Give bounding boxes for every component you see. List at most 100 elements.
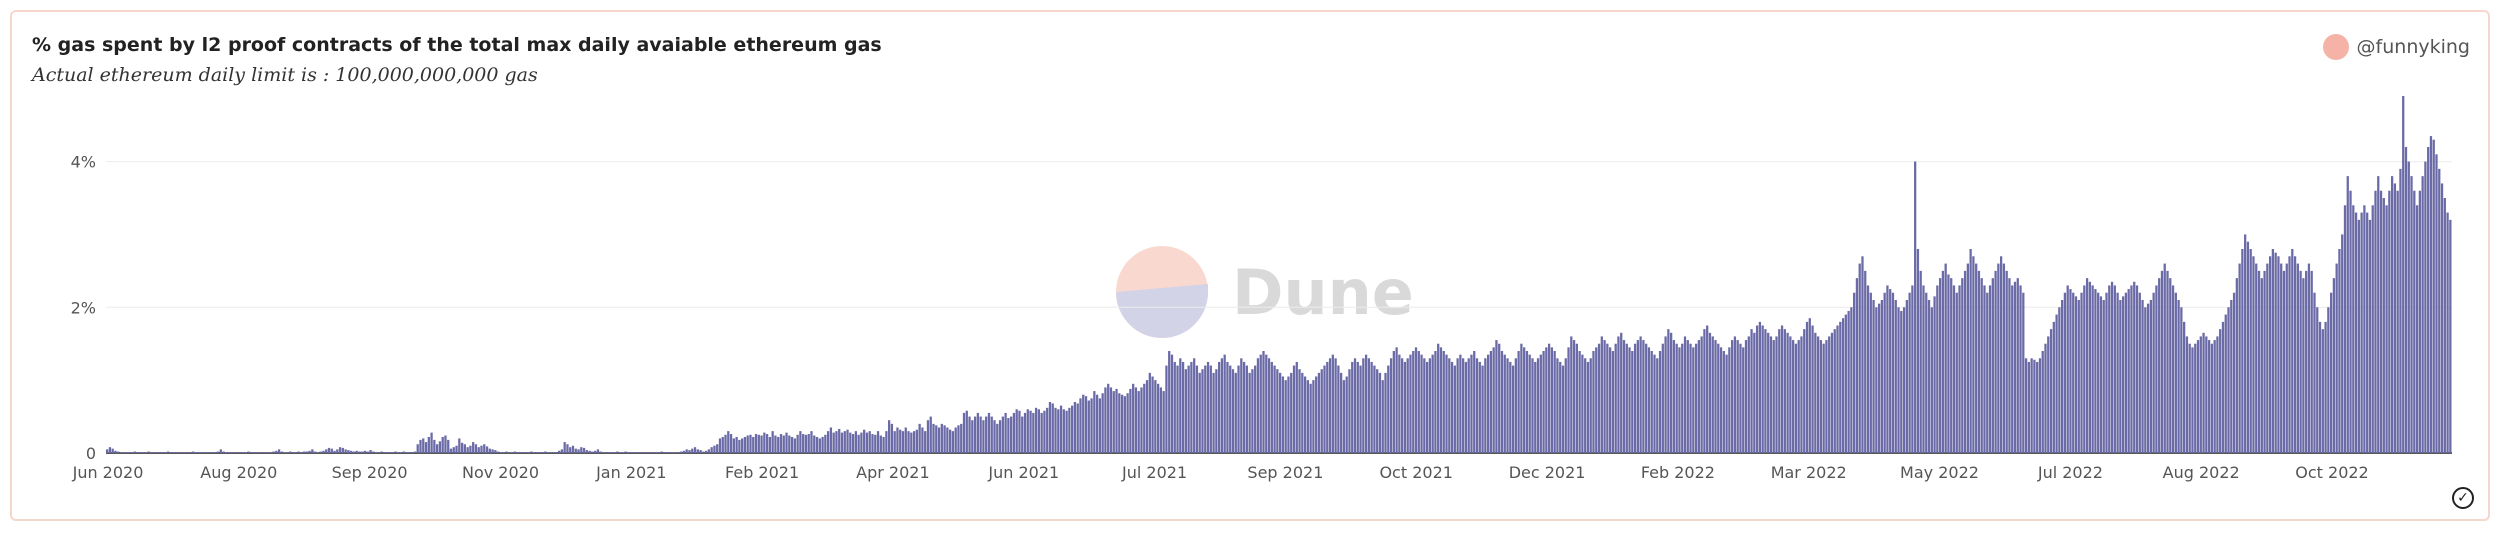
bar[interactable] xyxy=(2205,336,2208,453)
bar[interactable] xyxy=(208,452,211,453)
bar[interactable] xyxy=(2135,285,2139,453)
bar[interactable] xyxy=(1575,343,1578,453)
bar[interactable] xyxy=(2349,190,2352,453)
bar[interactable] xyxy=(1606,343,1609,453)
bar[interactable] xyxy=(1309,383,1312,453)
bar[interactable] xyxy=(2008,278,2011,453)
bar[interactable] xyxy=(1539,354,1542,453)
bar[interactable] xyxy=(1550,347,1554,453)
bar[interactable] xyxy=(305,451,308,453)
bar[interactable] xyxy=(2191,347,2194,453)
bar[interactable] xyxy=(1617,336,1620,453)
bar[interactable] xyxy=(394,451,397,453)
bar[interactable] xyxy=(1398,354,1401,453)
bar[interactable] xyxy=(585,450,589,453)
bar[interactable] xyxy=(178,452,181,453)
bar[interactable] xyxy=(1719,347,1723,453)
bar[interactable] xyxy=(1578,351,1581,453)
bar[interactable] xyxy=(1736,340,1739,453)
bar[interactable] xyxy=(1853,292,1856,453)
bar[interactable] xyxy=(2244,234,2247,453)
bar[interactable] xyxy=(2252,256,2255,453)
bar[interactable] xyxy=(1029,410,1032,453)
bar[interactable] xyxy=(322,450,325,453)
bar[interactable] xyxy=(1453,365,1456,453)
bar[interactable] xyxy=(2185,336,2189,453)
bar[interactable] xyxy=(2113,285,2116,453)
bar[interactable] xyxy=(555,452,558,453)
bar[interactable] xyxy=(569,447,572,453)
bar[interactable] xyxy=(250,452,253,453)
bar[interactable] xyxy=(447,439,450,453)
bar[interactable] xyxy=(1977,270,1981,453)
bar[interactable] xyxy=(716,444,719,453)
bar[interactable] xyxy=(1894,300,1897,453)
bar[interactable] xyxy=(1423,358,1426,453)
bar[interactable] xyxy=(1470,354,1473,453)
bar[interactable] xyxy=(1287,376,1290,454)
bar[interactable] xyxy=(1755,325,1759,454)
bar[interactable] xyxy=(2052,321,2055,453)
bar[interactable] xyxy=(1645,343,1648,453)
bar[interactable] xyxy=(508,452,511,453)
bar[interactable] xyxy=(727,431,730,453)
bar[interactable] xyxy=(1276,369,1279,453)
bar[interactable] xyxy=(1007,418,1010,453)
bar[interactable] xyxy=(1409,354,1412,453)
bar[interactable] xyxy=(1473,351,1476,453)
bar[interactable] xyxy=(2424,161,2427,453)
bar[interactable] xyxy=(621,452,625,453)
bar[interactable] xyxy=(760,435,763,453)
bar[interactable] xyxy=(685,449,688,453)
bar[interactable] xyxy=(1864,270,1867,453)
bar[interactable] xyxy=(2296,263,2299,453)
bar[interactable] xyxy=(2146,303,2150,453)
bar[interactable] xyxy=(269,452,272,453)
bar[interactable] xyxy=(1251,369,1254,453)
bar[interactable] xyxy=(1445,354,1448,453)
bar[interactable] xyxy=(976,412,980,453)
bar[interactable] xyxy=(325,449,328,453)
bar[interactable] xyxy=(191,451,195,453)
bar[interactable] xyxy=(1725,354,1728,453)
bar[interactable] xyxy=(352,451,356,453)
bar[interactable] xyxy=(1631,351,1634,453)
bar[interactable] xyxy=(924,431,927,453)
bar[interactable] xyxy=(1514,358,1517,453)
bar[interactable] xyxy=(1359,365,1362,453)
bar[interactable] xyxy=(1789,336,1792,453)
bar[interactable] xyxy=(1068,407,1071,453)
bar[interactable] xyxy=(2327,307,2330,453)
bar[interactable] xyxy=(1345,376,1348,454)
bar[interactable] xyxy=(865,432,869,453)
bar[interactable] xyxy=(1797,340,1800,453)
bar[interactable] xyxy=(1642,340,1645,453)
bar[interactable] xyxy=(2235,278,2238,453)
bar[interactable] xyxy=(2352,205,2355,453)
bar[interactable] xyxy=(416,444,419,453)
bar[interactable] xyxy=(2174,292,2177,453)
bar[interactable] xyxy=(1531,358,1534,453)
bar[interactable] xyxy=(350,450,353,453)
bar[interactable] xyxy=(1722,351,1725,453)
bar[interactable] xyxy=(2066,285,2069,453)
bar[interactable] xyxy=(2343,205,2347,453)
bar[interactable] xyxy=(1561,365,1565,453)
bar[interactable] xyxy=(1511,365,1515,453)
bar[interactable] xyxy=(521,452,525,453)
bar[interactable] xyxy=(1193,358,1196,453)
bar[interactable] xyxy=(2110,281,2114,453)
bar[interactable] xyxy=(835,431,838,453)
bar[interactable] xyxy=(444,435,447,453)
bar[interactable] xyxy=(1137,391,1140,453)
bar[interactable] xyxy=(1348,369,1351,453)
bar[interactable] xyxy=(613,452,616,453)
bar[interactable] xyxy=(630,452,633,453)
bar[interactable] xyxy=(2083,285,2086,453)
author-badge[interactable]: @funnyking xyxy=(2322,34,2470,60)
bar[interactable] xyxy=(344,449,347,453)
bar[interactable] xyxy=(821,436,824,453)
bar[interactable] xyxy=(754,434,758,453)
bar[interactable] xyxy=(574,448,577,453)
bar[interactable] xyxy=(1559,361,1562,453)
